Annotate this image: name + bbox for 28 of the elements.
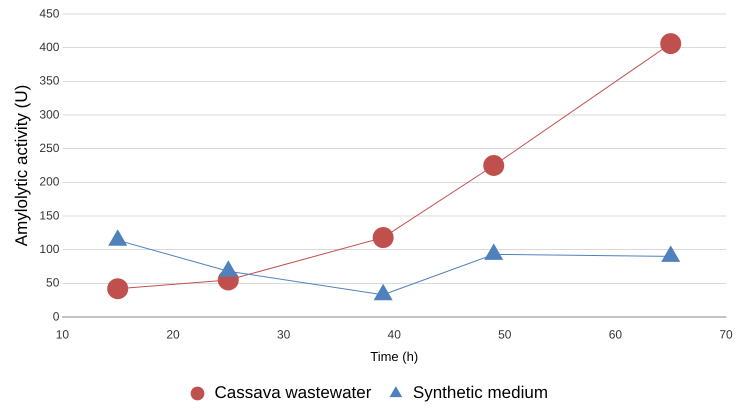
point	[108, 230, 127, 246]
x-tick-label: 20	[166, 328, 180, 342]
y-tick-label: 350	[39, 74, 60, 88]
y-tick-label: 450	[39, 6, 60, 20]
y-tick-label: 200	[39, 174, 60, 189]
point	[662, 246, 680, 262]
y-tick-label: 0	[52, 309, 60, 324]
point	[660, 33, 682, 54]
x-axis-title: Time (h)	[370, 348, 418, 364]
x-tick-label: 70	[719, 328, 733, 342]
x-tick-label: 50	[498, 328, 512, 342]
y-tick-label: 50	[46, 276, 60, 290]
x-tick-label: 30	[276, 328, 291, 342]
point	[374, 284, 392, 300]
y-tick-label: 300	[39, 107, 60, 122]
x-tick-label: 60	[608, 328, 622, 342]
y-tick-label: 150	[39, 208, 60, 222]
point	[484, 244, 503, 260]
y-axis-title: Amylolytic activity (U)	[12, 84, 31, 246]
y-tick-label: 400	[39, 40, 60, 54]
legend-label: Synthetic medium	[412, 383, 548, 402]
y-tick-label: 250	[39, 140, 60, 155]
legend-label: Cassava wastewater	[214, 383, 372, 402]
x-tick-label: 10	[56, 328, 70, 342]
x-tick-label: 40	[388, 328, 402, 342]
y-tick-label: 100	[39, 242, 60, 256]
point	[219, 260, 238, 277]
point	[483, 155, 504, 176]
